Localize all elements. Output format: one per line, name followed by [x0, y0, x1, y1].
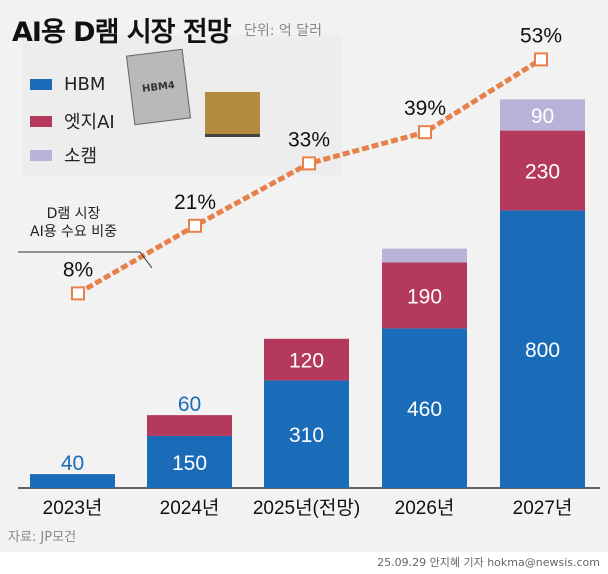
unit-label: 단위: 억 달러	[244, 23, 323, 39]
bar-value-label: 120	[289, 350, 324, 373]
memory-chip-image	[205, 92, 260, 137]
x-tick-label: 2023년	[43, 497, 103, 519]
bar-HBM	[500, 210, 585, 488]
line-value-label: 21%	[174, 191, 216, 214]
bar-HBM	[264, 380, 349, 488]
legend-item-hbm: HBM	[30, 74, 105, 95]
annotation-line-2: AI용 수요 비중	[30, 224, 118, 240]
chart-title: AI용 D램 시장 전망	[12, 17, 232, 48]
annotation-line-1: D램 시장	[46, 206, 101, 222]
credit-line: 25.09.29 안지혜 기자 hokma@newsis.com	[377, 556, 600, 569]
bar-소캠	[382, 248, 467, 263]
source-note: 자료: JP모건	[8, 530, 77, 545]
bar-소캠	[500, 99, 585, 131]
annotation-leader	[18, 251, 153, 269]
bar-value-label: 90	[531, 105, 554, 128]
bar-HBM	[147, 435, 232, 488]
legend-item-socamm: 소캠	[30, 142, 97, 168]
bar-value-label: 60	[178, 393, 201, 416]
line-point	[71, 286, 85, 301]
legend-item-edge-ai: 엣지AI	[30, 108, 115, 134]
bar-엣지AI	[264, 338, 349, 381]
legend-swatch	[30, 149, 52, 161]
share-line	[76, 57, 543, 296]
bar-HBM	[30, 474, 115, 488]
bar-value-label: 150	[172, 452, 207, 475]
x-tick-label: 2027년	[513, 497, 573, 519]
bar-value-label: 40	[61, 452, 84, 475]
bar-엣지AI	[382, 262, 467, 329]
legend-label: HBM	[64, 74, 106, 95]
line-value-label: 53%	[520, 24, 562, 47]
bar-value-label: 460	[407, 398, 442, 421]
legend-label: 소캠	[64, 146, 98, 167]
bar-value-label: 190	[407, 285, 442, 308]
legend-swatch	[30, 79, 52, 90]
x-tick-label: 2024년	[160, 497, 220, 519]
bar-value-label: 230	[525, 160, 560, 183]
line-point	[188, 218, 202, 233]
bar-엣지AI	[147, 415, 232, 436]
line-point	[534, 52, 548, 67]
bar-엣지AI	[500, 130, 585, 211]
line-value-label: 8%	[63, 258, 93, 281]
line-point	[302, 156, 316, 171]
bar-value-label: 310	[289, 424, 324, 447]
line-value-label: 33%	[288, 128, 330, 151]
bar-HBM	[382, 328, 467, 488]
legend-label: 엣지AI	[64, 112, 115, 133]
x-tick-label: 2026년	[395, 497, 455, 519]
line-value-label: 39%	[404, 97, 446, 120]
line-point	[418, 125, 432, 140]
legend-swatch	[30, 115, 52, 127]
chart-svg: 40 2023년 150 60 2024년 310 120 2025년(전망) 460 190 20…	[18, 24, 600, 519]
bar-value-label: 800	[525, 339, 560, 362]
x-tick-label: 2025년(전망)	[253, 497, 360, 519]
line-annotation: D램 시장 AI용 수요 비중	[30, 205, 117, 241]
